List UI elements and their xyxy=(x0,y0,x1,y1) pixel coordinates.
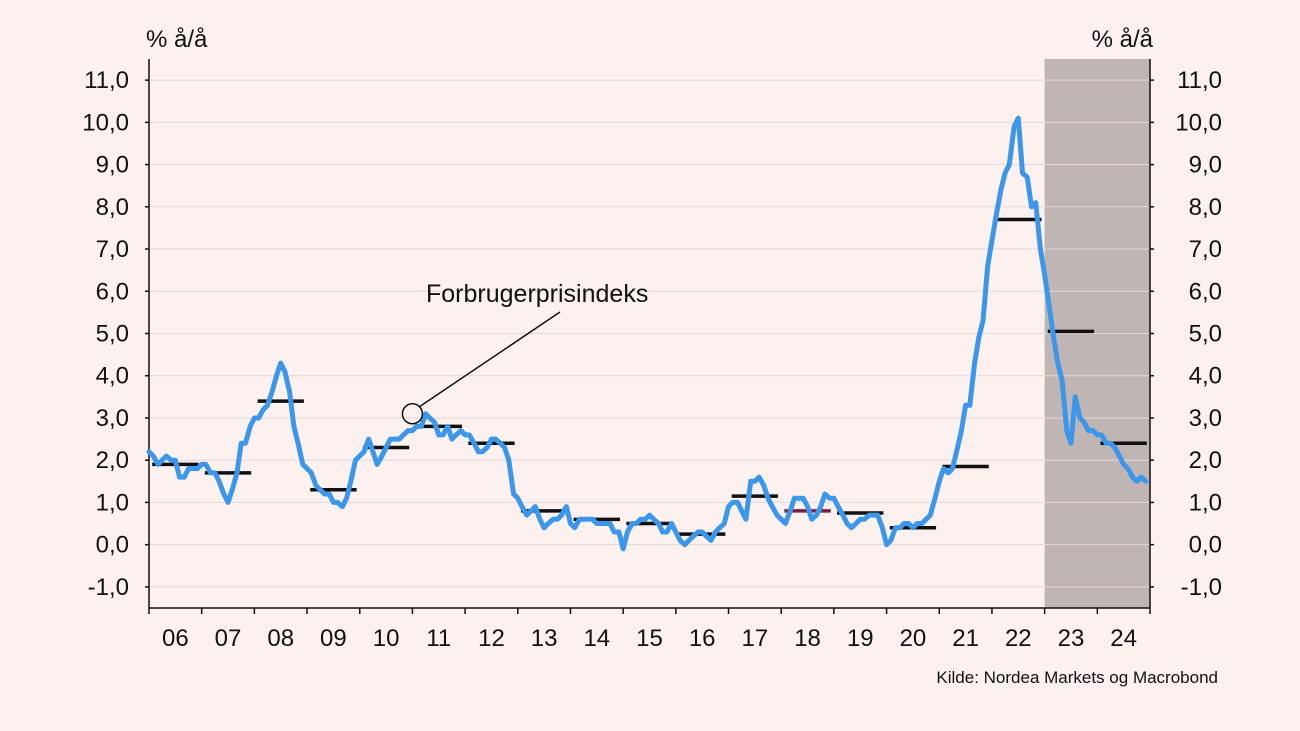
right-y-tick-label: 10,0 xyxy=(1175,109,1222,136)
right-y-tick-label: 3,0 xyxy=(1189,405,1222,432)
annotation-marker-circle xyxy=(401,402,424,425)
right-y-tick-label: 7,0 xyxy=(1189,236,1222,263)
left-y-tick-label: -1,0 xyxy=(88,574,129,601)
x-tick-label: 07 xyxy=(215,625,242,652)
right-y-tick-label: 1,0 xyxy=(1189,489,1222,516)
right-axis-unit: % å/å xyxy=(1092,26,1154,53)
left-y-tick-label: 1,0 xyxy=(96,489,129,516)
left-y-tick-label: 3,0 xyxy=(96,405,129,432)
x-tick-label: 06 xyxy=(162,625,189,652)
source-note: Kilde: Nordea Markets og Macrobond xyxy=(936,668,1218,687)
x-tick-label: 14 xyxy=(583,625,610,652)
x-tick-label: 19 xyxy=(847,625,874,652)
x-tick-label: 24 xyxy=(1110,625,1137,652)
x-tick-label: 08 xyxy=(267,625,294,652)
annotation-leader-line xyxy=(419,311,561,408)
right-y-tick-label: 4,0 xyxy=(1189,363,1222,390)
x-tick-label: 21 xyxy=(952,625,979,652)
x-tick-label: 09 xyxy=(320,625,347,652)
right-y-tick-label: 9,0 xyxy=(1189,152,1222,179)
x-tick-label: 16 xyxy=(689,625,716,652)
x-tick-label: 10 xyxy=(373,625,400,652)
cpi-line xyxy=(146,115,1149,552)
right-y-tick-label: 2,0 xyxy=(1189,447,1222,474)
cpi-series xyxy=(146,115,1149,552)
right-y-tick-label: 6,0 xyxy=(1189,278,1222,305)
right-y-tick-label: -1,0 xyxy=(1181,574,1222,601)
left-y-tick-label: 0,0 xyxy=(96,532,129,559)
left-axis-unit: % å/å xyxy=(146,26,208,53)
left-y-tick-label: 5,0 xyxy=(96,321,129,348)
left-y-tick-label: 7,0 xyxy=(96,236,129,263)
left-y-tick-label: 6,0 xyxy=(96,278,129,305)
x-tick-label: 20 xyxy=(900,625,927,652)
left-y-tick-label: 9,0 xyxy=(96,152,129,179)
left-y-tick-labels: -1,0 0,0 1,0 2,0 3,0 4,0 5,0 6,0 7,0 8,0 9,0 10,0 11… xyxy=(82,67,129,601)
annotation: Forbrugerprisindeks xyxy=(401,280,648,425)
right-y-tick-label: 5,0 xyxy=(1189,321,1222,348)
gridlines xyxy=(149,79,1150,588)
annual-average-bars xyxy=(152,217,1147,536)
left-y-tick-label: 4,0 xyxy=(96,363,129,390)
x-tick-label: 13 xyxy=(531,625,558,652)
x-tick-label: 18 xyxy=(794,625,821,652)
x-tick-label: 17 xyxy=(742,625,769,652)
annotation-label: Forbrugerprisindeks xyxy=(426,280,648,308)
x-tick-label: 11 xyxy=(426,625,451,652)
x-tick-labels: 06 07 08 09 10 11 12 13 14 15 16 17 18 19 20 21 22 23 24 xyxy=(162,625,1137,652)
x-tick-label: 22 xyxy=(1005,625,1032,652)
left-y-tick-label: 11,0 xyxy=(84,67,129,94)
x-tick-label: 23 xyxy=(1058,625,1085,652)
right-y-tick-label: 8,0 xyxy=(1189,194,1222,221)
right-y-tick-labels: -1,0 0,0 1,0 2,0 3,0 4,0 5,0 6,0 7,0 8,0 9,0 10,0 11… xyxy=(1175,67,1222,601)
right-y-tick-label: 0,0 xyxy=(1189,532,1222,559)
x-tick-label: 12 xyxy=(478,625,505,652)
left-y-tick-label: 10,0 xyxy=(82,109,129,136)
left-y-tick-label: 2,0 xyxy=(96,447,129,474)
x-tick-label: 15 xyxy=(636,625,663,652)
right-y-tick-label: 11,0 xyxy=(1177,67,1222,94)
axes xyxy=(145,59,1154,614)
left-y-tick-label: 8,0 xyxy=(96,194,129,221)
